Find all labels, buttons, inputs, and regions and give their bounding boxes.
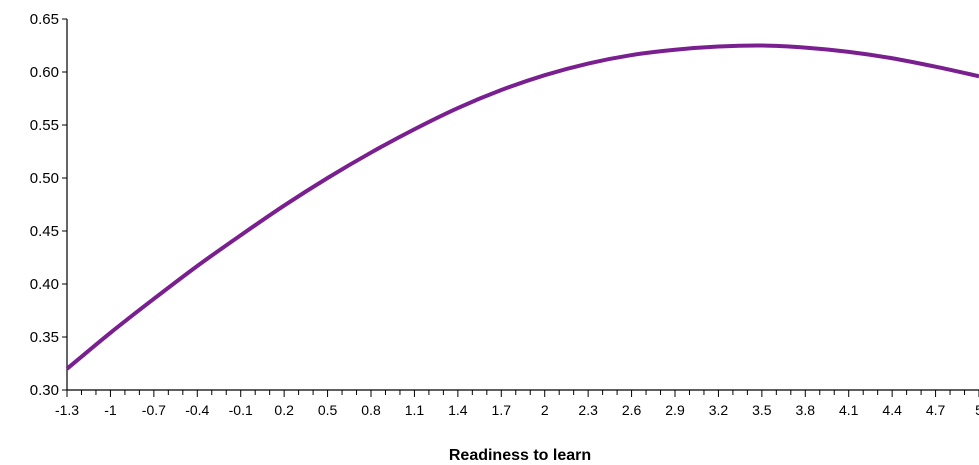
x-tick-label: 1.4: [448, 402, 468, 418]
series-line: [65, 43, 979, 371]
x-tick-label: -1: [104, 402, 117, 418]
x-tick-label: 2.6: [622, 402, 642, 418]
x-tick-label: 3.5: [752, 402, 772, 418]
x-tick-label: -0.4: [185, 402, 209, 418]
x-tick-label: 0.2: [274, 402, 294, 418]
x-tick-label: -0.1: [229, 402, 253, 418]
y-tick-label: 0.60: [30, 64, 59, 81]
x-tick-label: 3.8: [796, 402, 816, 418]
y-axis: 0.30 0.35 0.40 0.45 0.50 0.55 0.60 0.65: [30, 11, 68, 399]
x-tick-label: 2.3: [578, 402, 598, 418]
x-tick-label: 4.1: [839, 402, 859, 418]
x-tick-label: 4.7: [926, 402, 946, 418]
x-tick-label: 2: [541, 402, 549, 418]
y-tick-label: 0.30: [30, 382, 59, 399]
y-tick-label: 0.40: [30, 276, 59, 293]
y-tick-label: 0.55: [30, 117, 59, 134]
x-tick-label: 2.9: [665, 402, 685, 418]
x-tick-label: 4.4: [882, 402, 902, 418]
x-tick-label: 0.5: [318, 402, 338, 418]
y-tick-label: 0.50: [30, 170, 59, 187]
series-layer: [65, 43, 979, 371]
x-tick-label: 3.2: [709, 402, 729, 418]
y-tick-label: 0.35: [30, 329, 59, 346]
y-tick-label: 0.45: [30, 223, 59, 240]
x-axis-label: Readiness to learn: [449, 447, 591, 464]
y-tick-label: 0.65: [30, 11, 59, 28]
x-tick-label: -0.7: [142, 402, 166, 418]
x-tick-label: 5: [975, 402, 979, 418]
x-tick-label: -1.3: [55, 402, 79, 418]
x-axis: -1.3 -1 -0.7 -0.4 -0.1 0.2 0.5 0.8 1.1 1.4 1.7 2 2.3…: [55, 389, 979, 418]
x-tick-label: 1.1: [405, 402, 425, 418]
x-tick-label: 0.8: [361, 402, 381, 418]
x-tick-label: 1.7: [492, 402, 512, 418]
